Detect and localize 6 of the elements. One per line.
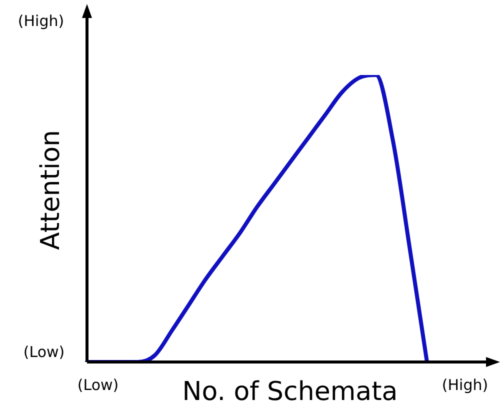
text: (High): [442, 376, 488, 394]
text: (High): [18, 12, 64, 30]
text: (Low): [77, 376, 119, 394]
text: (Low): [23, 342, 65, 361]
x-axis-title: No. of Schemata: [182, 376, 398, 407]
y-axis-title: Attention: [36, 130, 66, 250]
